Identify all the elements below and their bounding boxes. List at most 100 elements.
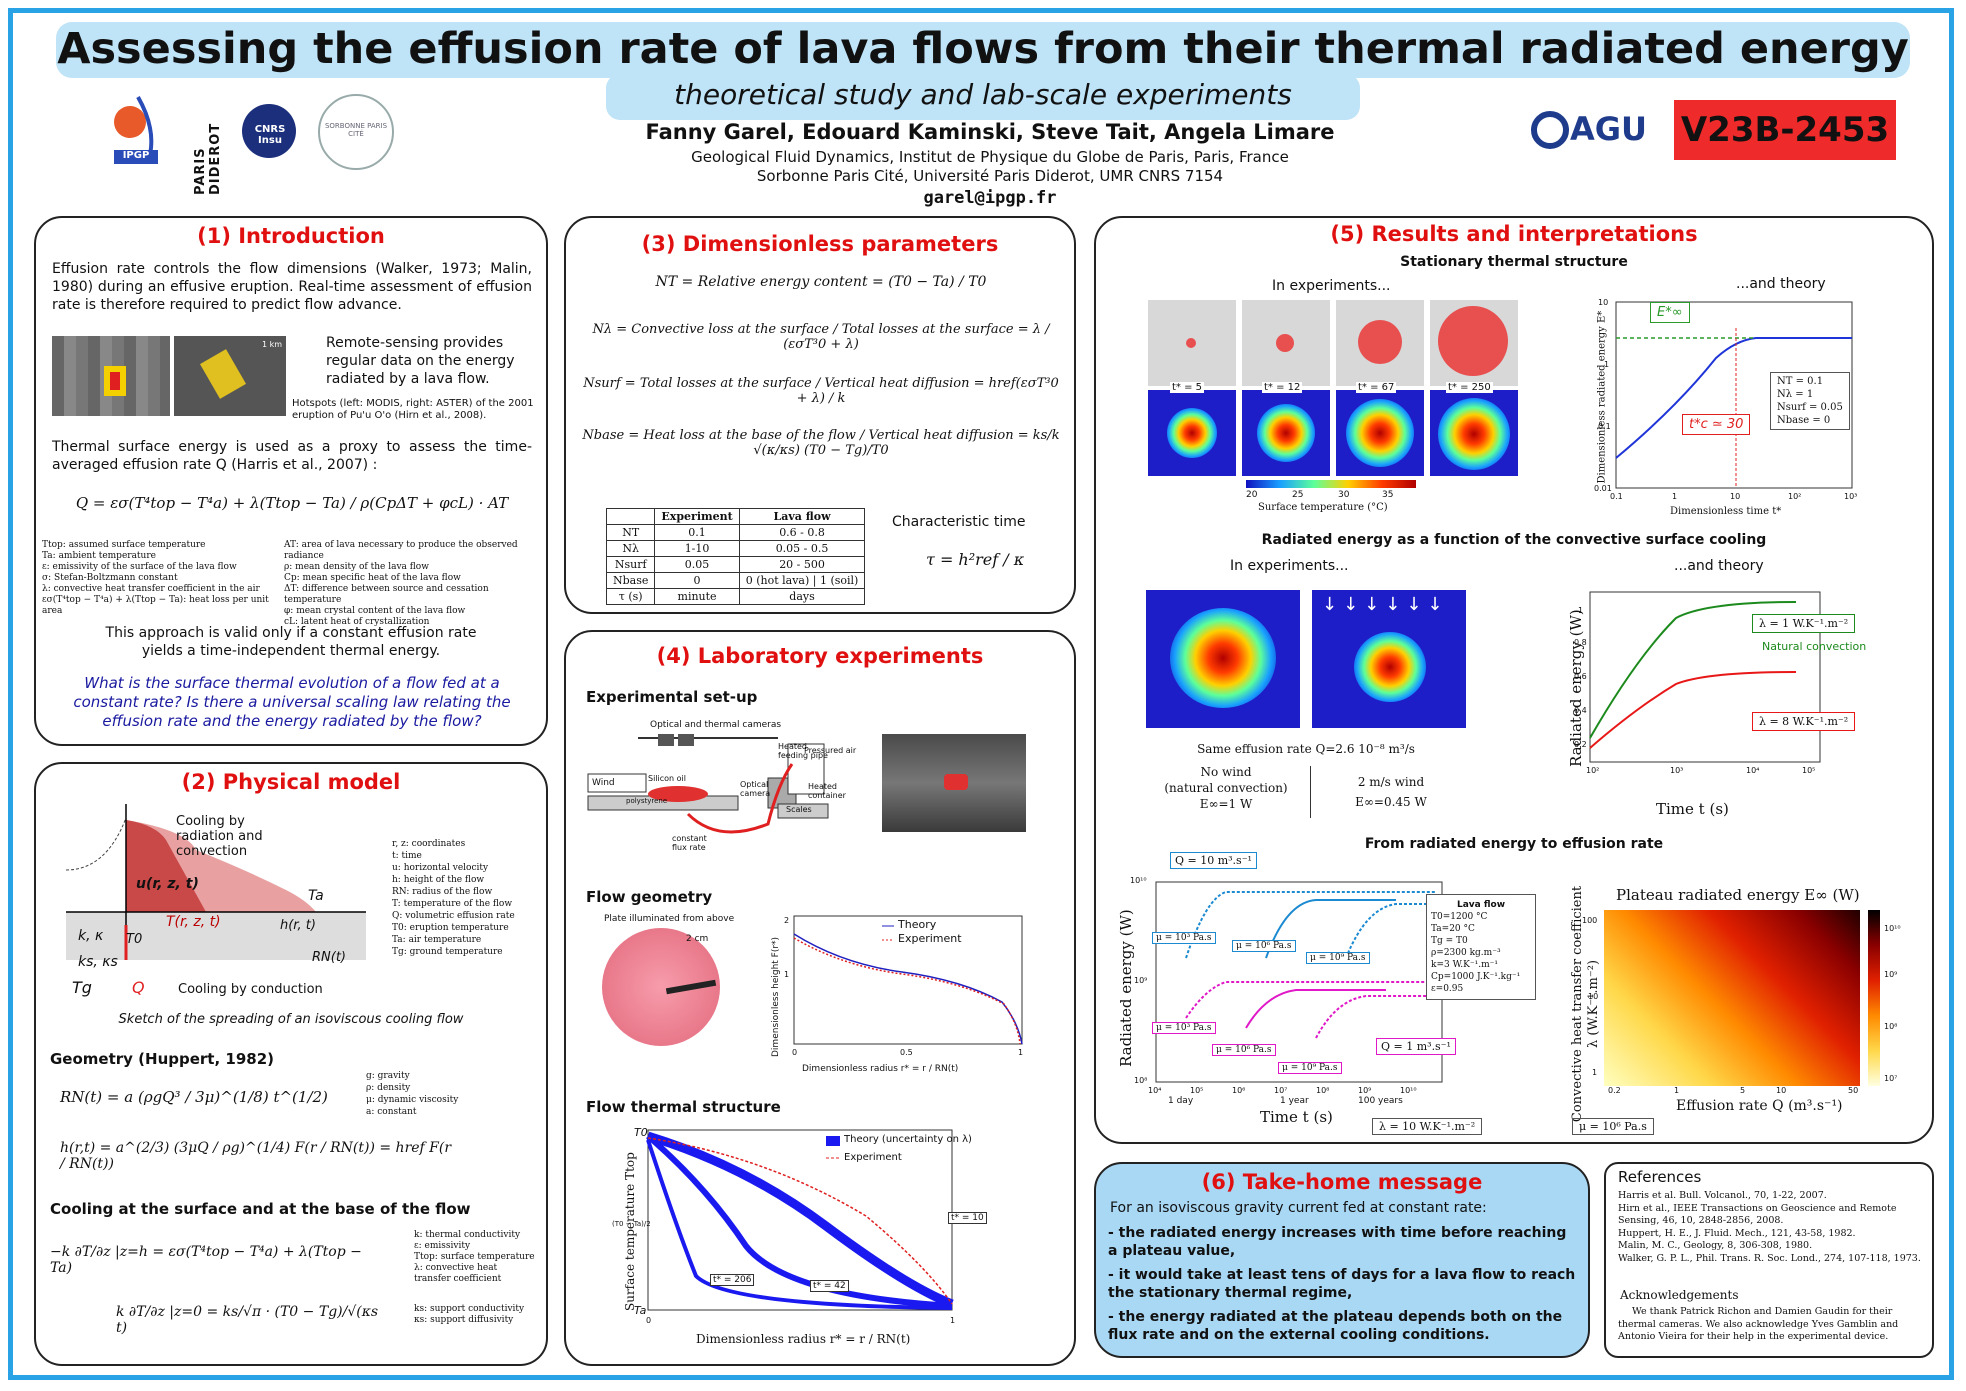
label-cooling-radiation: Cooling by radiation and convection (176, 814, 263, 859)
geometry-title: Geometry (Huppert, 1982) (50, 1050, 274, 1068)
label-Ta: Ta (308, 888, 324, 904)
geometry-xlabel: Dimensionless radius r* = r / RN(t) (802, 1064, 959, 1074)
stationary-in-experiments: In experiments... (1272, 278, 1391, 294)
stationary-title: Stationary thermal structure (1400, 254, 1628, 270)
affiliation-1: Geological Fluid Dynamics, Institut de P… (691, 148, 1289, 166)
setup-label-polystyrene: polystyrene (626, 797, 668, 805)
setup-label-container: Heated container (808, 782, 846, 800)
geometry-eq-2: h(r,t) = a^(2/3) (3μQ / ρg)^(1/4) F(r / … (60, 1140, 452, 1172)
takehome-point-1: - the radiated energy increases with tim… (1108, 1225, 1567, 1259)
parameter-table: Experiment Lava flow NT 0.1 0.6 - 0.8 Nλ 1-1… (605, 508, 866, 605)
label-h: h(r, t) (280, 918, 316, 933)
thermal-title: Flow thermal structure (586, 1098, 781, 1116)
section-introduction: (1) Introduction Effusion rate controls … (34, 216, 548, 746)
f-mu-2: μ = 10⁶ Pa.s (1232, 940, 1296, 952)
tstar-12: t* = 12 (1262, 382, 1303, 393)
tstar-67: t* = 67 (1356, 382, 1397, 393)
poster-id: V23B-2453 (1680, 110, 1890, 150)
aster-image: 1 km (174, 336, 286, 416)
cbar-tick-20: 20 (1246, 490, 1258, 500)
references-title: References (1618, 1168, 1702, 1186)
thermal-ytick-T0: T0 (634, 1126, 648, 1139)
geometry-title: Flow geometry (586, 888, 713, 906)
thermal-chart (646, 1129, 954, 1311)
p-ytick-0: 100 (1582, 916, 1598, 925)
modis-image (52, 336, 170, 416)
energy-xtick-3: 10² (1788, 492, 1802, 501)
plateau-xlabel: Effusion rate Q (m³.s⁻¹) (1676, 1098, 1843, 1114)
takehome-point-2: - it would take at least tens of days fo… (1108, 1267, 1576, 1301)
section-title: (2) Physical model (181, 770, 401, 794)
subtitle-banner (606, 74, 1360, 120)
experiment-frames (1148, 300, 1518, 478)
p-cbar-1: 10⁹ (1884, 970, 1898, 979)
f-xtick-5: 10⁹ (1358, 1086, 1372, 1095)
reference-item: Huppert, H. E., J. Fluid. Mech., 121, 43… (1618, 1227, 1856, 1239)
plate-label: Plate illuminated from above (604, 914, 735, 924)
f-xtick-4: 10⁸ (1316, 1086, 1330, 1095)
cbar-tick-25: 25 (1292, 490, 1304, 500)
ack-title: Acknowledgements (1620, 1288, 1739, 1302)
paris-diderot-logo: PARIS DIDEROT (193, 90, 223, 195)
cooling-vars-2: ks: support conductivity κs: support diff… (414, 1304, 525, 1325)
poster-id-badge: V23B-2453 (1674, 100, 1896, 160)
tau-equation: τ = h²ref / κ (926, 550, 1025, 569)
f-ylabel: Radiated energy (W) (1117, 909, 1135, 1067)
eq-Nsurf: Nsurf = Total losses at the surface / Ve… (583, 376, 1059, 406)
geometry-ylabel: Dimensionless height F(r*) (771, 936, 781, 1057)
r-ytick-08: 0.8 (1574, 638, 1587, 647)
remote-sensing-text: Remote-sensing provides regular data on … (326, 335, 515, 387)
f-mark-year: 1 year (1280, 1096, 1309, 1106)
geometry-ytick-1: 2 (784, 916, 790, 925)
intro-paragraph-2: Thermal surface energy is used as a prox… (52, 439, 532, 473)
paris-diderot-text: PARIS DIDEROT (193, 122, 223, 195)
same-rate-label: Same effusion rate Q=2.6 10⁻⁸ m³/s (1197, 742, 1415, 756)
effusion-title: From radiated energy to effusion rate (1364, 836, 1664, 852)
f-lambda-label: λ = 10 W.K⁻¹.m⁻² (1372, 1118, 1483, 1135)
label-Tg: Tg (72, 978, 92, 997)
convective-in-experiments: In experiments... (1230, 558, 1349, 574)
title-banner (56, 22, 1910, 78)
f-xtick-1: 10⁵ (1190, 1086, 1204, 1095)
setup-label-air: Pressured air (804, 746, 857, 755)
setup-label-pipe: Heated feeding pipe (778, 742, 828, 760)
plate-scale: 2 cm (686, 934, 709, 944)
research-question: What is the surface thermal evolution of… (73, 674, 511, 730)
tstar-250: t* = 250 (1446, 382, 1493, 393)
geometry-xtick-2: 1 (1018, 1048, 1024, 1057)
cooling-eq-2: k ∂T/∂z |z=0 = ks/√π · (T0 − Tg)/√(κs t) (116, 1304, 379, 1336)
section-results: (5) Results and interpretations Stationa… (1094, 216, 1934, 1144)
thermal-ytick-mid: (T0 − Ta)/2 (612, 1220, 651, 1228)
intro-paragraph-3: This approach is valid only if a constan… (105, 625, 477, 659)
f-q10: Q = 10 m³.s⁻¹ (1170, 852, 1257, 869)
energy-chart (1615, 301, 1853, 489)
tc-label: t*c ≃ 30 (1682, 414, 1751, 435)
section-physical-model: (2) Physical model Cooling by radiation … (34, 762, 548, 1366)
intro-paragraph-1: Effusion rate controls the flow dimensio… (52, 261, 532, 313)
model-variables: r, z: coordinates t: time u: horizontal v… (392, 839, 515, 957)
sorbonne-logo-text: SORBONNE PARIS CITÉ (324, 122, 388, 138)
reference-item: Malin, M. C., Geology, 8, 306-308, 1980. (1618, 1240, 1813, 1251)
section-laboratory: (4) Laboratory experiments Experimental … (564, 630, 1076, 1366)
takehome-intro: For an isoviscous gravity current fed at… (1110, 1200, 1487, 1216)
label-cooling-conduction: Cooling by conduction (178, 982, 323, 997)
stationary-and-theory: ...and theory (1736, 276, 1826, 292)
label-Q: Q (132, 978, 145, 997)
cooling-vars-1: k: thermal conductivity ε: emissivity Tto… (414, 1230, 535, 1284)
setup-label-optical: Optical camera (740, 780, 771, 798)
energy-ytick-01: 0.1 (1598, 422, 1611, 431)
r-xtick-1: 10³ (1670, 766, 1684, 775)
legend-right: AT: area of lava necessary to produce th… (284, 540, 518, 627)
setup-label-cameras: Optical and thermal cameras (650, 720, 782, 730)
p-cbar-2: 10⁸ (1884, 1022, 1898, 1031)
geometry-legend-theory: Theory (898, 918, 937, 931)
f-mu-3: μ = 10⁹ Pa.s (1306, 952, 1370, 964)
setup-photo (882, 734, 1026, 832)
section-title: (5) Results and interpretations (1330, 222, 1698, 246)
plateau-mu-label: μ = 10⁶ Pa.s (1572, 1118, 1654, 1135)
p-cbar-0: 10¹⁰ (1884, 924, 1901, 933)
no-wind-label: No wind (natural convection) E∞=1 W (1164, 765, 1288, 811)
geometry-chart (793, 915, 1023, 1045)
energy-xtick-1: 1 (1672, 492, 1678, 501)
f-xlabel: Time t (s) (1260, 1108, 1333, 1126)
